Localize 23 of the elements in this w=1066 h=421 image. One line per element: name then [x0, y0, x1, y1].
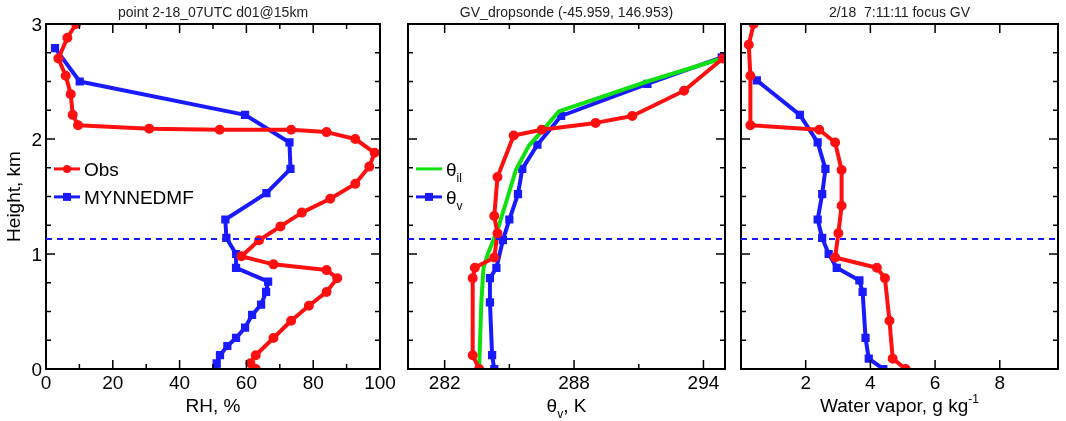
chart-title: 2/18 7:11:11 focus GV: [828, 4, 971, 20]
x-axis-title: RH, %: [185, 395, 241, 416]
y-axis-title: Height, km: [3, 151, 24, 242]
x-tick-label: 294: [687, 372, 720, 393]
y-tick-label: 2: [31, 129, 43, 150]
x-tick-label: 2: [800, 372, 811, 393]
x-tick-label: 80: [302, 372, 324, 393]
x-tick-label: 40: [169, 372, 191, 393]
legend-label: MYNNEDMF: [84, 186, 194, 208]
x-tick-label: 60: [235, 372, 257, 393]
x-tick-label: 6: [929, 372, 941, 393]
x-tick-label: 282: [428, 372, 461, 393]
y-tick-label: 3: [31, 14, 43, 35]
legend-label: Obs: [84, 158, 119, 180]
x-tick-label: 288: [558, 372, 590, 393]
y-tick-label: 0: [31, 359, 43, 380]
x-tick-label: 100: [364, 372, 396, 393]
x-tick-label: 4: [865, 372, 877, 393]
chart-title: GV_dropsonde (-45.959, 146.953): [459, 4, 674, 20]
chart-title: point 2-18_07UTC d01@15km: [117, 4, 309, 20]
y-tick-label: 1: [31, 244, 43, 265]
x-tick-label: 20: [102, 372, 124, 393]
x-tick-label: 8: [994, 372, 1006, 393]
